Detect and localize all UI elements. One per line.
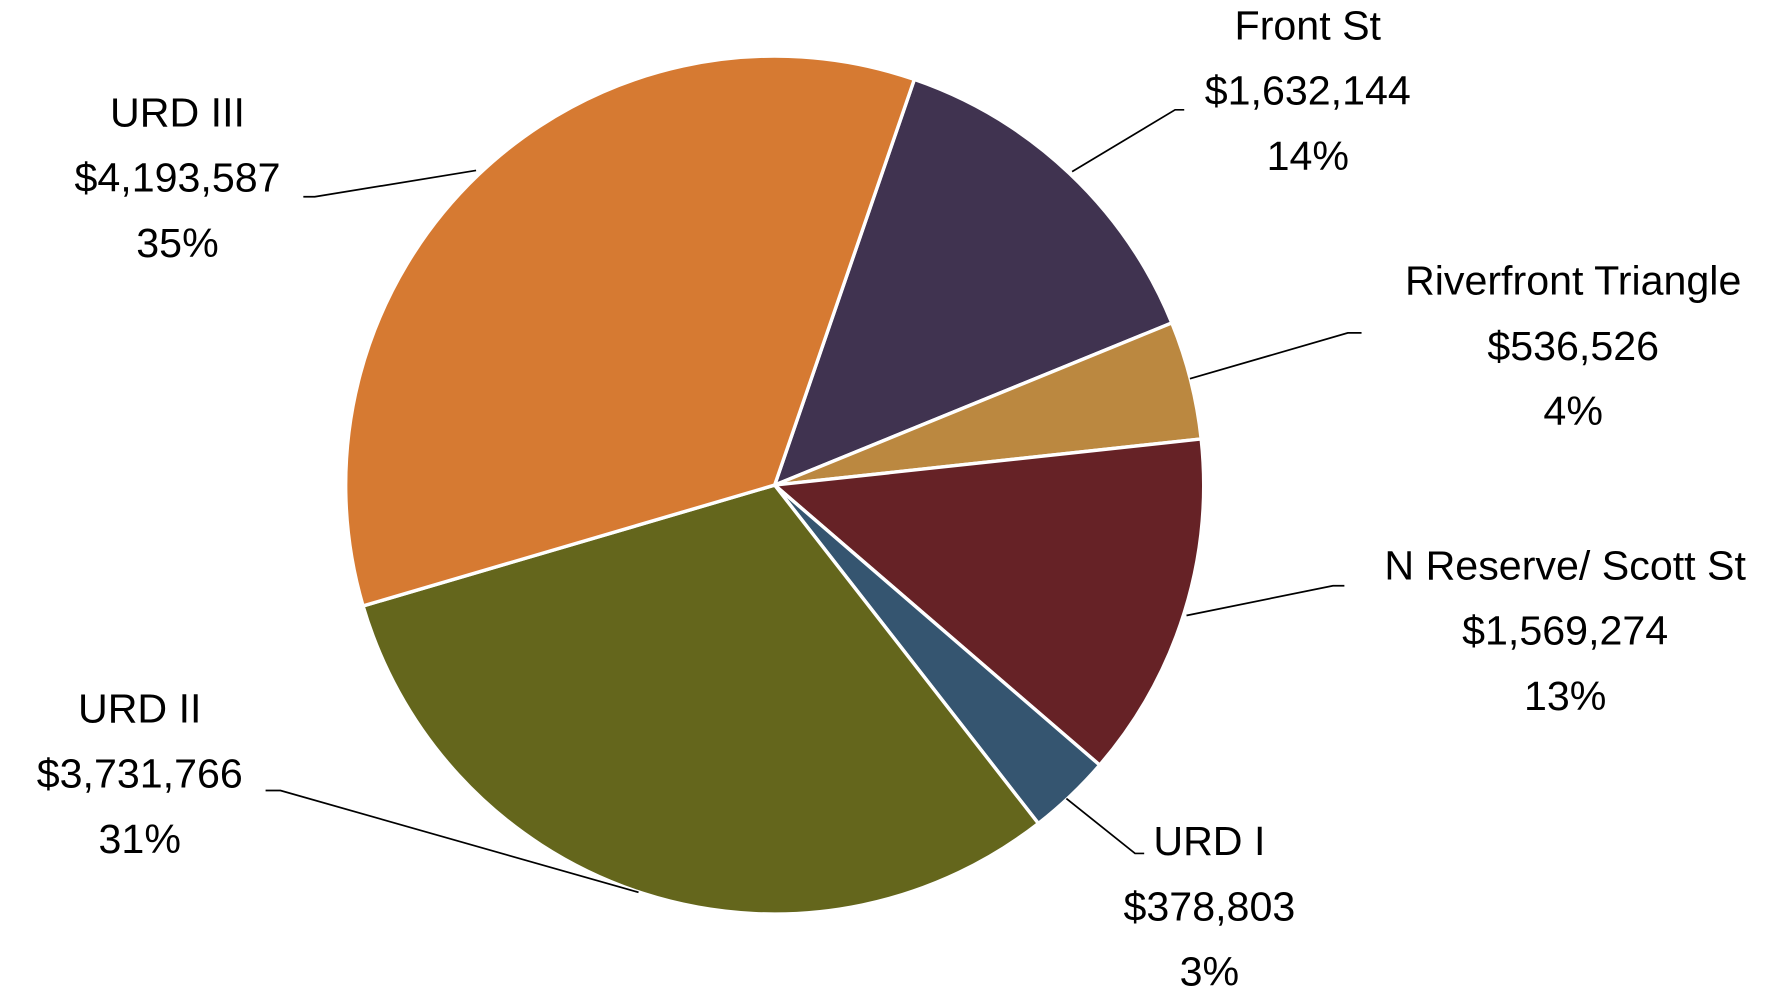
percent-label: 31% xyxy=(99,816,181,862)
value-label: $1,632,144 xyxy=(1205,68,1411,114)
percent-label: 14% xyxy=(1267,133,1349,179)
slice-label: Front St xyxy=(1235,2,1382,48)
value-label: $378,803 xyxy=(1124,883,1296,929)
leader-line xyxy=(1189,332,1362,380)
slice-label: URD III xyxy=(110,89,245,135)
percent-label: 4% xyxy=(1543,388,1603,434)
pie-slice xyxy=(360,483,1041,916)
leader-line xyxy=(1071,108,1185,173)
slice-label: URD II xyxy=(78,685,202,731)
value-label: $4,193,587 xyxy=(74,155,280,201)
pie-slice xyxy=(771,77,1175,489)
leader-line xyxy=(1065,797,1145,855)
slice-label: URD I xyxy=(1153,818,1265,864)
leader-line xyxy=(265,789,639,894)
leader-line xyxy=(1186,584,1345,617)
pie xyxy=(343,54,1206,916)
value-label: $536,526 xyxy=(1487,323,1659,369)
percent-label: 13% xyxy=(1524,673,1606,719)
pie-slice xyxy=(770,437,1206,768)
value-label: $1,569,274 xyxy=(1462,608,1668,654)
slice-label: Riverfront Triangle xyxy=(1405,258,1741,304)
pie-slice xyxy=(343,54,917,609)
leader-line xyxy=(303,169,477,198)
leader-lines xyxy=(265,108,1362,894)
value-label: $3,731,766 xyxy=(37,751,243,797)
slice-label: N Reserve/ Scott St xyxy=(1384,542,1746,588)
percent-label: 35% xyxy=(136,220,218,266)
percent-label: 3% xyxy=(1180,949,1240,993)
